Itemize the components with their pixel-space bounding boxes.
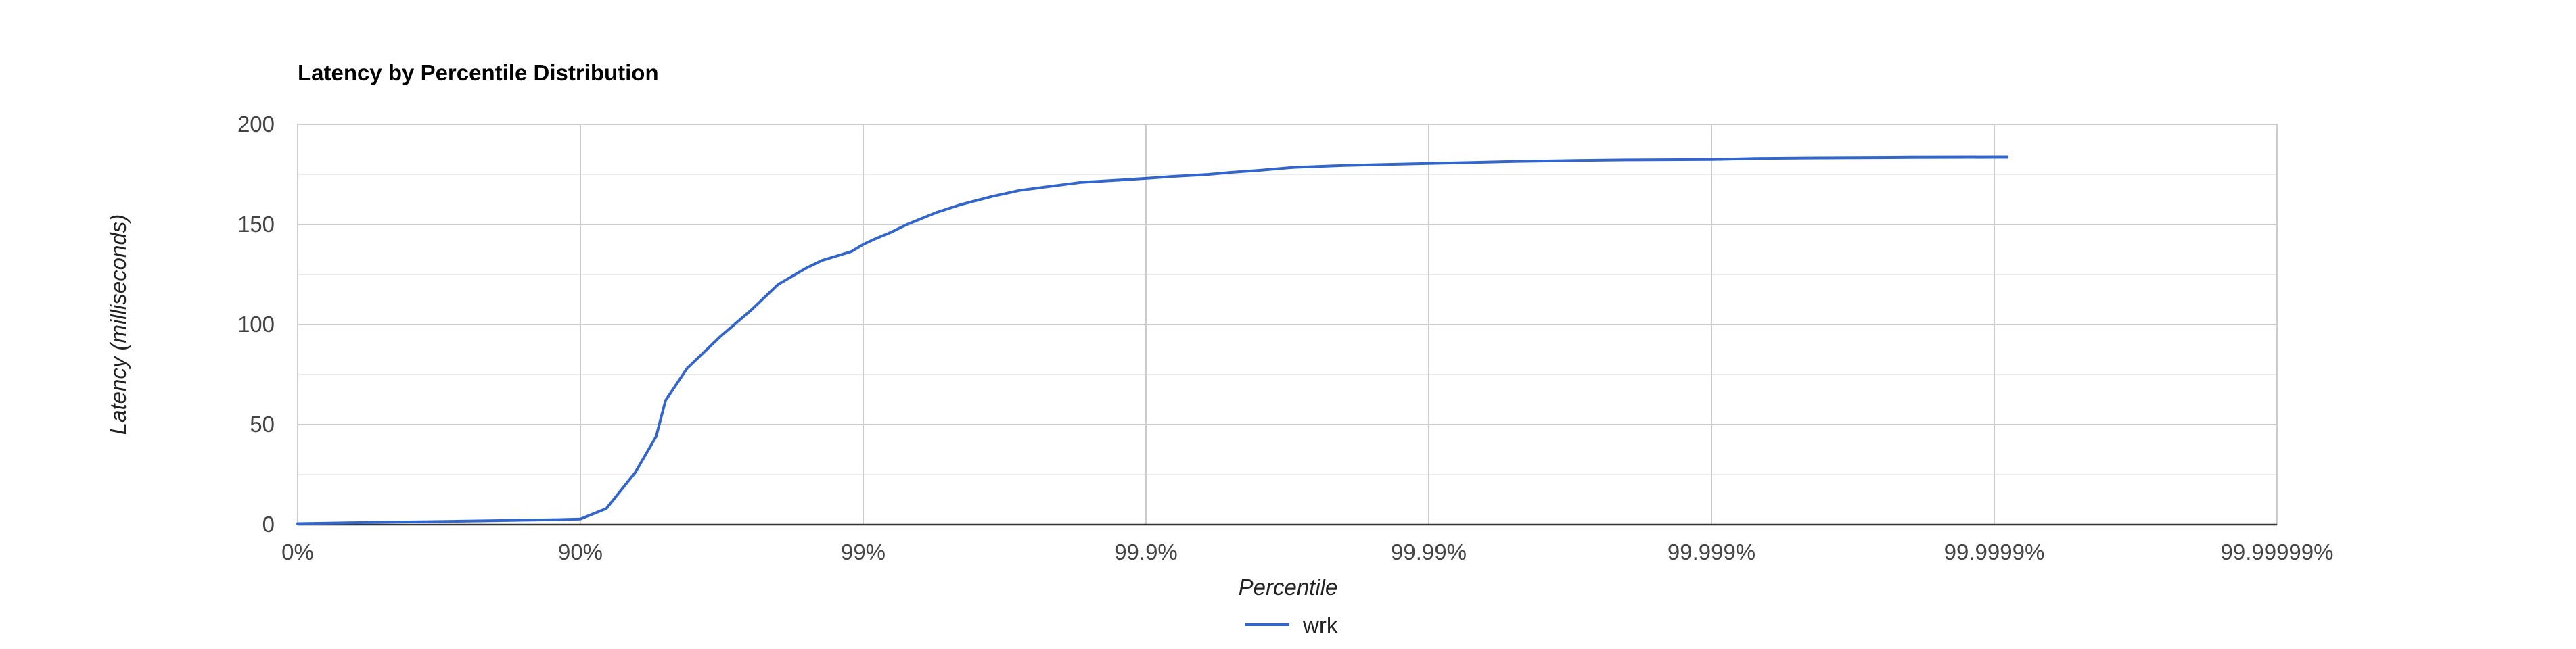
x-axis-title: Percentile — [1239, 575, 1338, 600]
x-tick-label: 99.9999% — [1944, 539, 2045, 564]
y-tick-label: 200 — [237, 112, 275, 137]
axes: 0 50 100 150 200 0% 90% 99% 99.9% 99.99% 99.999% 99… — [237, 112, 2334, 564]
y-axis-title: Latency (milliseconds) — [106, 214, 131, 435]
x-tick-label: 90% — [558, 539, 603, 564]
x-tick-label: 99.9% — [1114, 539, 1178, 564]
y-tick-label: 50 — [250, 412, 275, 437]
x-tick-label: 99% — [841, 539, 886, 564]
x-tick-label: 0% — [281, 539, 314, 564]
grid — [297, 124, 2278, 525]
y-tick-label: 0 — [262, 512, 275, 537]
y-tick-label: 150 — [237, 212, 275, 237]
labels: Latency by Percentile Distribution Perce… — [106, 60, 1337, 600]
legend-label: wrk — [1302, 612, 1338, 638]
series-layer — [296, 155, 2009, 525]
chart-title: Latency by Percentile Distribution — [298, 60, 659, 85]
x-tick-label: 99.999% — [1668, 539, 1755, 564]
x-tick-label: 99.99999% — [2221, 539, 2334, 564]
legend: wrk — [1245, 612, 1338, 638]
x-tick-label: 99.99% — [1391, 539, 1467, 564]
y-tick-label: 100 — [237, 312, 275, 337]
series-line-wrk — [296, 155, 2009, 525]
